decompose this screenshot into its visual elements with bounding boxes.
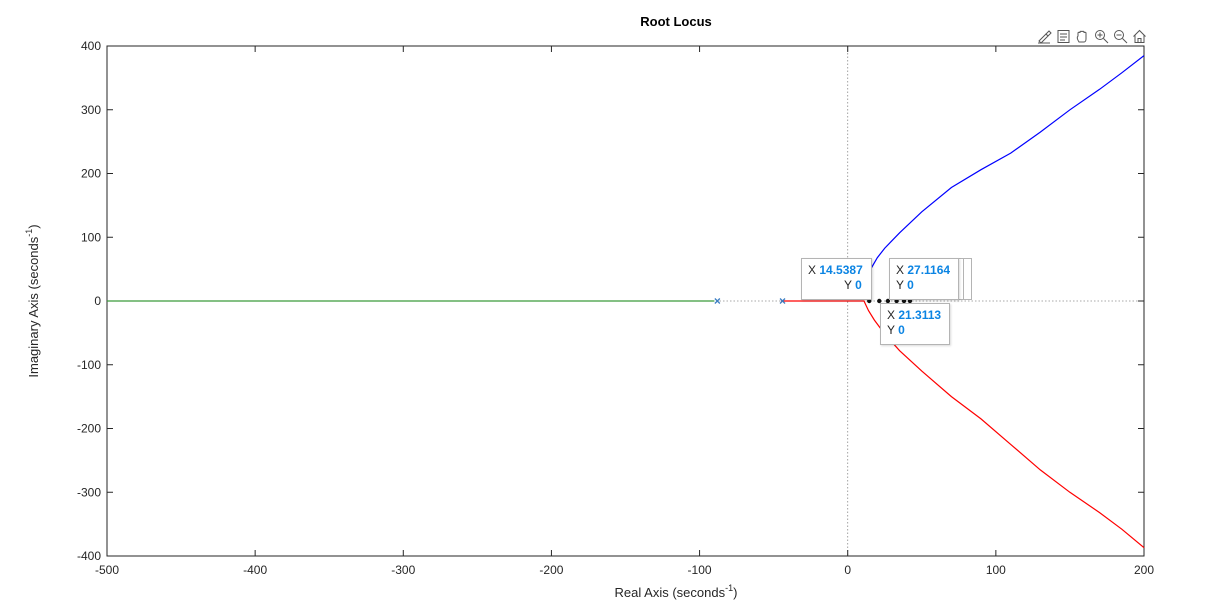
x-tick-label: 100	[986, 563, 1006, 577]
brush-icon[interactable]	[1036, 28, 1053, 45]
datatip-x-value: 14.5387	[819, 263, 863, 277]
datatip-y-label: Y	[896, 278, 904, 292]
datatip-y-value: 0	[898, 323, 905, 337]
datatip-y-value: 0	[855, 278, 862, 292]
pole-marker	[714, 298, 721, 304]
zoom-out-icon[interactable]	[1112, 28, 1129, 45]
zoom-in-icon[interactable]	[1093, 28, 1110, 45]
x-tick-label: -500	[95, 563, 119, 577]
datatip-x-label: X	[896, 263, 905, 277]
datatip-x-value: 27.1164	[907, 263, 951, 277]
datatip-marker	[885, 298, 891, 304]
x-tick-label: 0	[844, 563, 851, 577]
x-tick-label: -200	[539, 563, 563, 577]
datatip-y-value: 0	[907, 278, 914, 292]
datatip-x-label: X	[808, 263, 817, 277]
y-tick-label: -100	[77, 358, 101, 372]
x-tick-label: -300	[391, 563, 415, 577]
y-tick-label: 300	[81, 103, 101, 117]
y-tick-label: -400	[77, 549, 101, 563]
datatip[interactable]: X 21.3113 Y 0	[880, 303, 951, 345]
datatip[interactable]: X 14.5387 Y 0	[801, 258, 872, 300]
y-tick-label: 0	[94, 294, 101, 308]
locus-branch-1	[867, 55, 1145, 281]
datatip-y-label: Y	[887, 323, 895, 337]
y-tick-label: -200	[77, 422, 101, 436]
home-icon[interactable]	[1131, 28, 1148, 45]
datatip-x-label: X	[887, 308, 896, 322]
x-tick-label: -100	[688, 563, 712, 577]
x-tick-label: 200	[1134, 563, 1154, 577]
locus-branch-2	[781, 300, 1145, 549]
y-tick-label: -300	[77, 485, 101, 499]
datatip-x-value: 21.3113	[898, 308, 942, 322]
axes-toolbar	[1036, 27, 1148, 45]
chart-title: Root Locus	[640, 14, 712, 29]
pole-marker	[779, 298, 786, 304]
x-axis-label: Real Axis (seconds-1)	[615, 583, 738, 600]
x-tick-label: -400	[243, 563, 267, 577]
y-axis-label: Imaginary Axis (seconds-1)	[24, 224, 41, 377]
y-tick-label: 200	[81, 167, 101, 181]
datatip-y-label: Y	[844, 278, 852, 292]
datatip[interactable]: X 27.1164 Y 0	[889, 258, 960, 300]
pan-icon[interactable]	[1074, 28, 1091, 45]
y-tick-label: 400	[81, 39, 101, 53]
datatip-icon[interactable]	[1055, 28, 1072, 45]
datatip-marker	[877, 298, 882, 304]
y-tick-label: 100	[81, 230, 101, 244]
